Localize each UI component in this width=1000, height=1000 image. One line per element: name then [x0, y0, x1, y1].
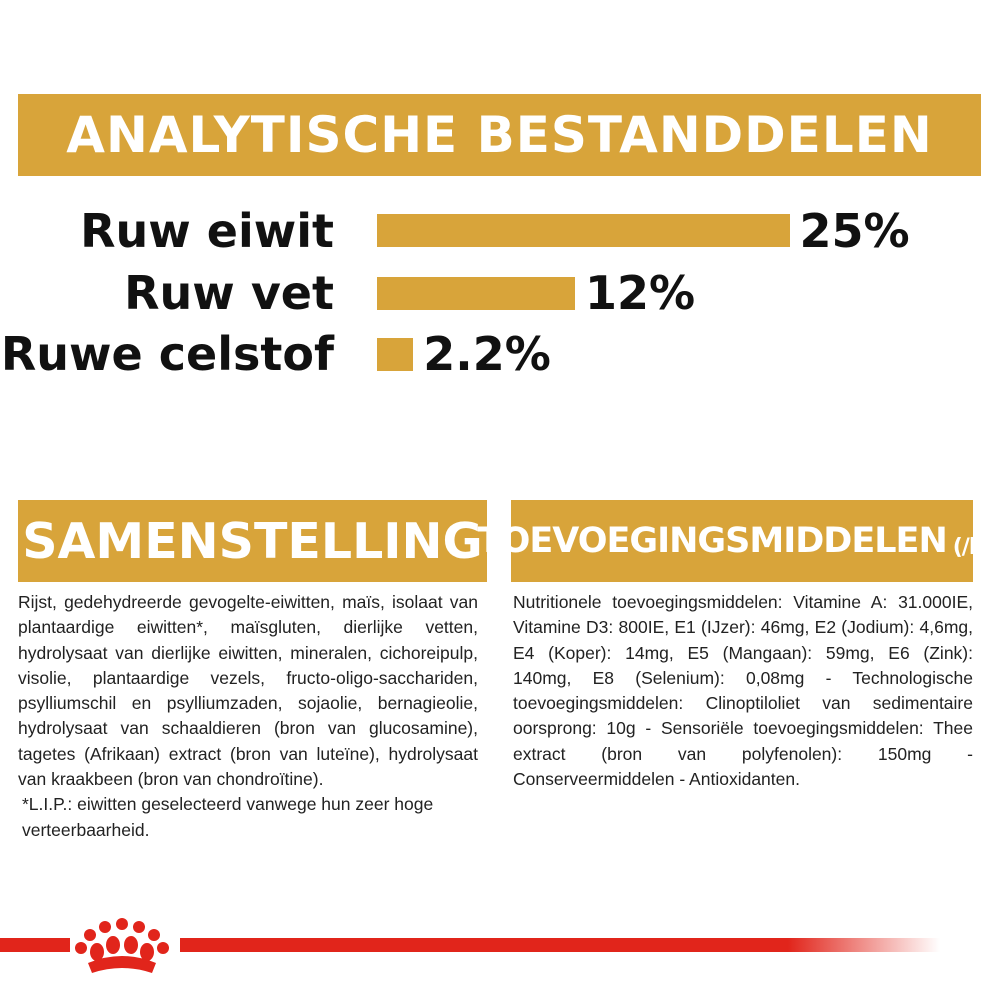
nutrient-bar-fat [377, 277, 575, 310]
additives-body: Nutritionele toevoegingsmiddelen: Vitami… [513, 590, 973, 792]
additives-unit: (/kg) [952, 534, 1000, 560]
nutrient-label-fat: Ruw vet [124, 266, 334, 320]
composition-title: SAMENSTELLING [22, 512, 483, 570]
footer-line-left [0, 938, 70, 952]
nutrient-value-fat: 12% [585, 266, 696, 320]
footer-line-right [180, 938, 940, 952]
nutrient-value-fiber: 2.2% [423, 327, 551, 381]
composition-header: SAMENSTELLING [18, 500, 487, 582]
royal-canin-crown-icon [75, 918, 169, 973]
composition-footnote: *L.I.P.: eiwitten geselecteerd vanwege h… [22, 794, 434, 840]
nutrient-bar-fiber [377, 338, 414, 371]
nutrient-label-fiber: Ruwe celstof [0, 327, 334, 381]
composition-body: Rijst, gedehydreerde gevogelte-eiwitten,… [18, 590, 478, 843]
nutrient-bar-protein [377, 214, 790, 247]
analytical-title: ANALYTISCHE BESTANDDELEN [66, 106, 933, 164]
nutrient-value-protein: 25% [799, 204, 910, 258]
nutrient-label-protein: Ruw eiwit [80, 204, 334, 258]
additives-title: TOEVOEGINGSMIDDELEN [477, 521, 948, 561]
additives-text: Nutritionele toevoegingsmiddelen: Vitami… [513, 592, 973, 790]
additives-header: TOEVOEGINGSMIDDELEN (/kg) [478, 500, 1000, 582]
analytical-banner: ANALYTISCHE BESTANDDELEN [18, 94, 981, 176]
composition-text: Rijst, gedehydreerde gevogelte-eiwitten,… [18, 592, 478, 790]
